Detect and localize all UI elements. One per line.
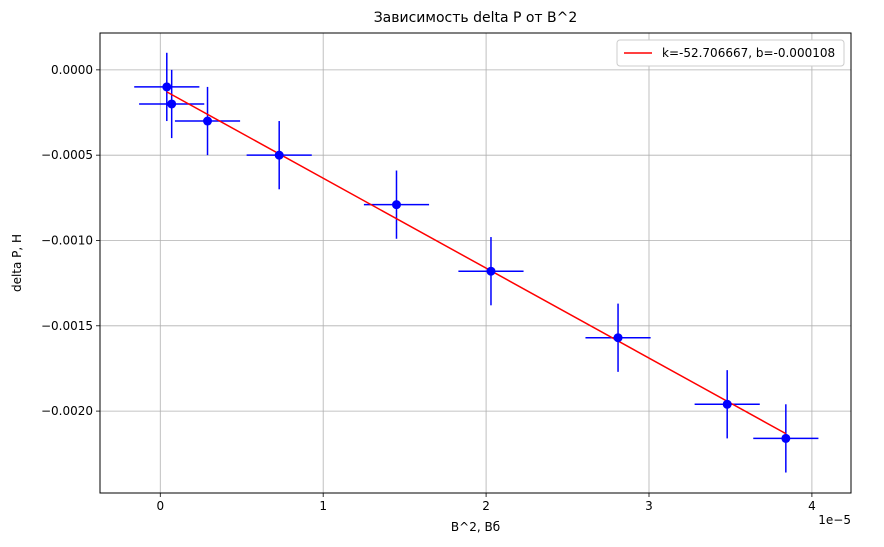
y-axis-label: delta P, Н <box>10 234 24 292</box>
x-tick-label: 0 <box>156 499 164 513</box>
y-tick-label: 0.0000 <box>51 63 93 77</box>
ticks: 0 1 2 3 4 0.0000 −0.0005 −0.0010 −0.0015 −0.0020 <box>41 63 816 513</box>
legend: k=-52.706667, b=-0.000108 <box>616 39 845 67</box>
grid <box>100 33 851 493</box>
plot-frame <box>99 32 852 494</box>
y-tick-label: −0.0005 <box>41 148 93 162</box>
x-tick-label: 2 <box>482 499 490 513</box>
data-point <box>391 200 401 210</box>
y-tick-label: −0.0010 <box>41 233 93 247</box>
fit-line <box>166 91 787 435</box>
x-tick-label: 1 <box>319 499 327 513</box>
data-point <box>167 99 177 109</box>
data-layer <box>134 52 819 473</box>
data-point <box>781 433 791 443</box>
y-tick-label: −0.0020 <box>41 404 93 418</box>
data-point <box>613 333 623 343</box>
legend-label: k=-52.706667, b=-0.000108 <box>662 46 835 60</box>
chart-title: Зависимость delta P от B^2 <box>374 10 578 26</box>
x-tick-label: 3 <box>645 499 653 513</box>
x-axis-label: B^2, Вб <box>451 520 500 534</box>
data-point <box>274 150 284 160</box>
x-offset-label: 1e−5 <box>818 513 851 527</box>
legend-box <box>616 39 845 67</box>
data-point <box>722 399 732 409</box>
data-point <box>203 116 213 126</box>
data-point <box>162 82 172 92</box>
x-tick-label: 4 <box>808 499 816 513</box>
data-point <box>486 266 496 276</box>
y-tick-label: −0.0015 <box>41 319 93 333</box>
